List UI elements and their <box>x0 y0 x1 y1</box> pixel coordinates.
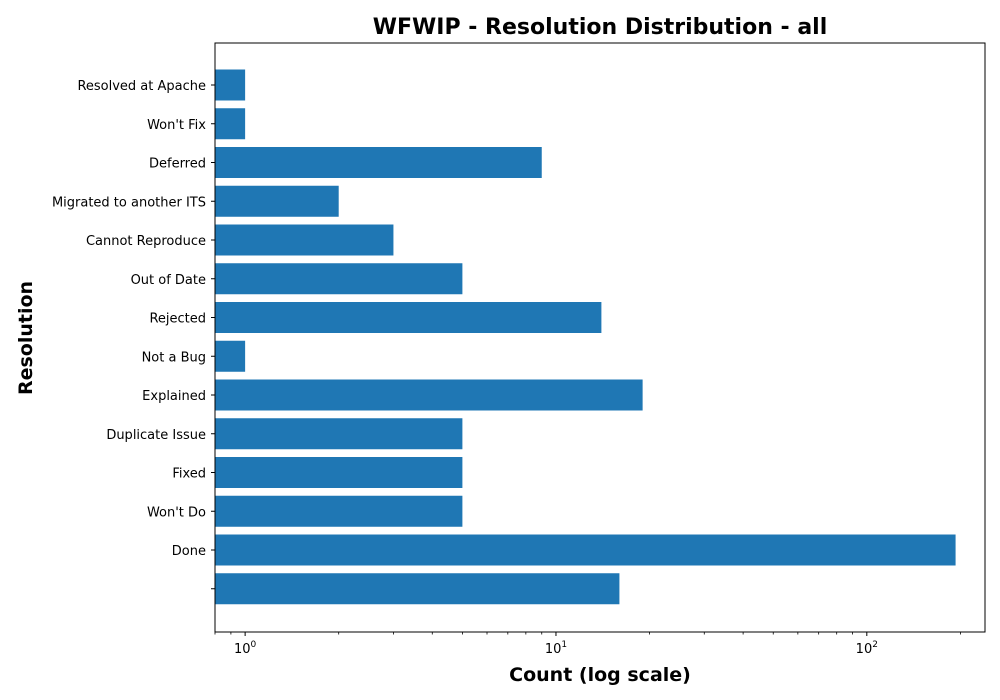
y-tick-label: Fixed <box>172 467 206 482</box>
y-tick-label: Resolved at Apache <box>77 79 206 94</box>
y-tick-label: Migrated to another ITS <box>52 195 206 210</box>
y-tick-label: Rejected <box>149 312 206 327</box>
bar <box>215 69 246 101</box>
bar <box>215 534 956 566</box>
x-tick-label: 101 <box>545 640 567 657</box>
plot-frame <box>214 42 986 633</box>
y-tick-label: Done <box>172 544 206 559</box>
bar <box>215 108 246 140</box>
bar <box>215 185 339 217</box>
bar <box>215 418 463 450</box>
chart-title: WFWIP - Resolution Distribution - all <box>373 15 828 40</box>
bar <box>215 340 246 372</box>
bar <box>215 224 394 256</box>
y-tick-label: Won't Do <box>147 505 206 520</box>
y-tick-label: Not a Bug <box>142 350 206 365</box>
x-tick-label: 100 <box>234 640 257 657</box>
x-axis-ticks: 100 101 102 <box>214 632 961 657</box>
bar <box>215 495 463 527</box>
y-tick-label: Explained <box>142 389 206 404</box>
y-tick-label: Duplicate Issue <box>106 428 206 443</box>
bar <box>215 573 620 605</box>
y-tick-label: Cannot Reproduce <box>86 234 206 249</box>
y-tick-label: Deferred <box>149 157 206 172</box>
bar <box>215 302 602 333</box>
x-tick-label: 102 <box>856 640 878 657</box>
bars-group <box>215 69 956 605</box>
bar <box>215 457 463 488</box>
bar <box>215 263 463 295</box>
y-tick-label: Out of Date <box>131 273 206 288</box>
bar <box>215 379 643 411</box>
bar <box>215 147 542 178</box>
y-tick-label: Won't Fix <box>147 118 206 133</box>
y-axis-label: Resolution <box>15 281 37 395</box>
x-axis-label: Count (log scale) <box>509 664 691 686</box>
y-axis-ticks: Resolved at Apache Won't Fix Deferred Migra… <box>52 79 215 590</box>
